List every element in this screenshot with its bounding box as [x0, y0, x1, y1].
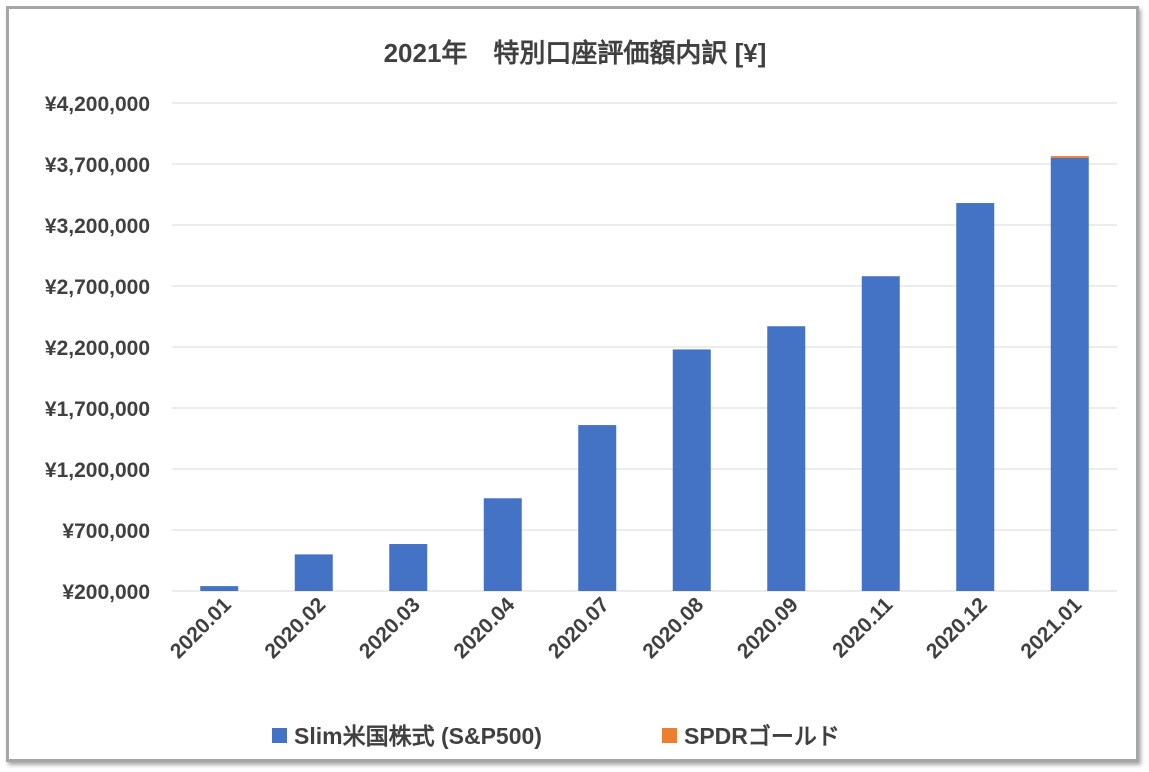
x-axis-ticks: 2020.01 2020.02 2020.03 2020.04 2020.07 2020.…: [166, 593, 1087, 663]
x-tick-label: 2020.12: [922, 593, 992, 663]
bar: [767, 326, 806, 591]
bar: [1050, 156, 1089, 158]
legend: Slim米国株式 (S&P500) SPDRゴールド: [272, 723, 840, 749]
bar: [672, 349, 711, 591]
x-tick-label: 2020.03: [355, 593, 425, 663]
bar: [483, 498, 522, 591]
x-tick-label: 2020.11: [828, 593, 897, 662]
bar: [389, 544, 428, 591]
bar: [200, 586, 239, 591]
y-tick-label: ¥1,200,000: [45, 459, 150, 482]
bar: [956, 203, 995, 592]
y-tick-label: ¥4,200,000: [45, 93, 150, 116]
y-tick-label: ¥1,700,000: [45, 398, 150, 421]
x-tick-label: 2020.07: [544, 593, 614, 663]
x-tick-label: 2021.01: [1016, 593, 1086, 663]
y-axis-ticks: ¥200,000 ¥700,000 ¥1,200,000 ¥1,700,000 ¥2,2…: [45, 93, 150, 604]
legend-label: SPDRゴールド: [684, 723, 840, 749]
y-tick-label: ¥200,000: [62, 581, 150, 604]
x-tick-label: 2020.02: [260, 593, 330, 663]
legend-label: Slim米国株式 (S&P500): [294, 723, 542, 749]
y-tick-label: ¥3,200,000: [45, 215, 150, 238]
x-tick-label: 2020.09: [733, 593, 803, 663]
y-tick-label: ¥2,700,000: [45, 276, 150, 299]
bar: [861, 276, 900, 591]
chart-title: 2021年 特別口座評価額内訳 [¥]: [384, 38, 767, 68]
bars: [200, 156, 1089, 592]
x-tick-label: 2020.01: [166, 593, 236, 663]
bar: [578, 425, 617, 591]
y-tick-label: ¥700,000: [62, 520, 150, 543]
bar: [1050, 157, 1089, 591]
legend-swatch: [662, 728, 677, 743]
legend-swatch: [272, 728, 287, 743]
x-tick-label: 2020.08: [638, 593, 708, 663]
chart-frame: [6, 6, 1139, 762]
bar: [294, 554, 333, 591]
y-tick-label: ¥2,200,000: [45, 337, 150, 360]
y-tick-label: ¥3,700,000: [45, 154, 150, 177]
x-tick-label: 2020.04: [449, 593, 519, 663]
